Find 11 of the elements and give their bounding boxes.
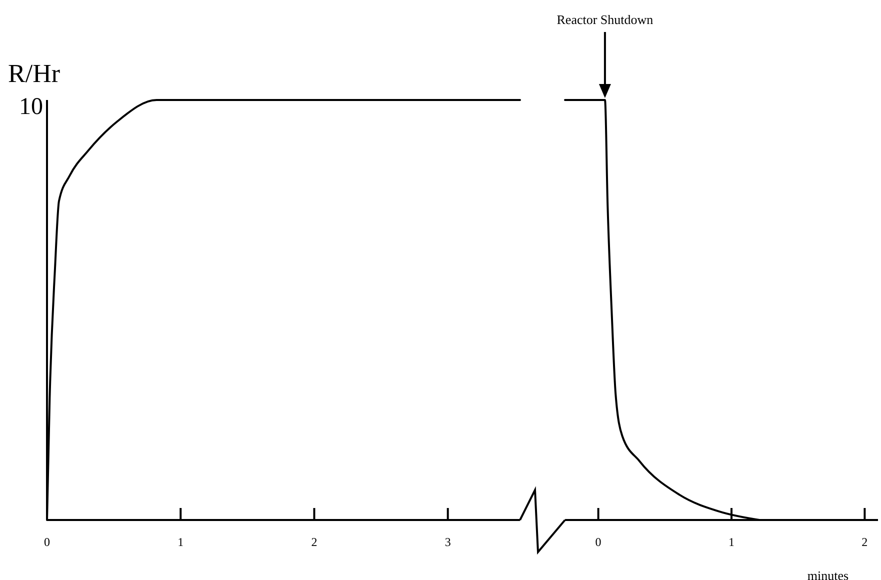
text: Reactor Shutdown: [556, 12, 654, 27]
y-axis-title: R/Hr: [8, 59, 60, 88]
x-tick-label: 0: [595, 535, 602, 549]
text: 10: [19, 94, 43, 120]
x-axis-title: minutes: [807, 568, 849, 580]
x-tick-label: 3: [444, 535, 451, 549]
x-tick-label: 2: [311, 535, 318, 549]
x-tick-label: 2: [862, 535, 868, 549]
x-tick-label: 0: [44, 535, 50, 549]
x-tick-label: 1: [178, 535, 184, 549]
x-tick-label: 1: [728, 535, 734, 549]
